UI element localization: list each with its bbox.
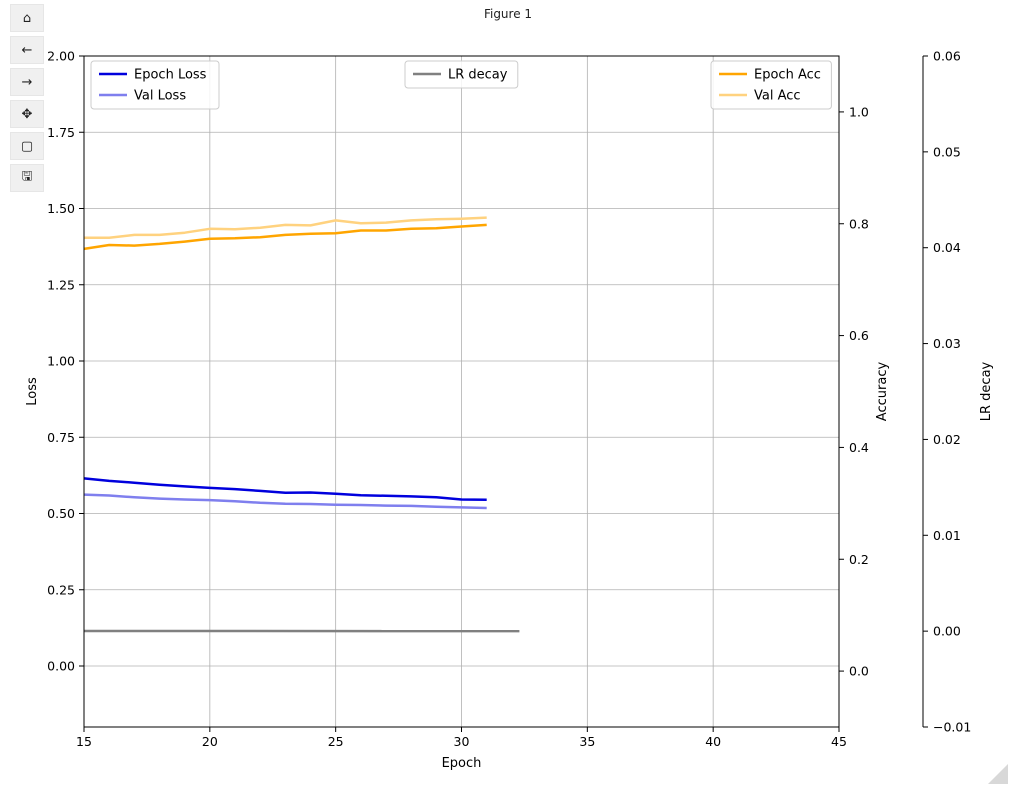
accuracy-tick-label: 1.0 — [849, 104, 869, 119]
accuracy-tick-label: 0.2 — [849, 552, 869, 567]
x-tick-label: 45 — [831, 734, 847, 749]
legend-box — [404, 60, 519, 89]
back-button[interactable]: ← — [10, 36, 44, 64]
loss-tick-label: 0.75 — [47, 430, 75, 445]
zoom-rect-icon: ▢ — [20, 138, 34, 154]
x-tick-label: 40 — [705, 734, 721, 749]
save-icon: 🖫 — [21, 169, 33, 184]
lr-axis-label: LR decay — [979, 361, 994, 421]
loss-tick-label: 1.25 — [47, 277, 75, 292]
resize-grip-icon[interactable] — [988, 764, 1008, 784]
loss-tick-label: 0.25 — [47, 582, 75, 597]
series-line — [83, 493, 487, 510]
x-tick-label: 15 — [76, 734, 92, 749]
lr-tick-label: −0.01 — [933, 720, 971, 735]
arrow-left-icon: ← — [21, 42, 33, 58]
accuracy-tick-label: 0.6 — [849, 328, 869, 343]
loss-axis-label: Loss — [25, 377, 40, 406]
loss-tick-label: 1.50 — [47, 201, 75, 216]
lr-tick-label: 0.02 — [933, 432, 961, 447]
zoom-button[interactable]: ▢ — [10, 132, 44, 160]
x-tick-label: 35 — [579, 734, 595, 749]
loss-tick-label: 1.75 — [47, 125, 75, 140]
series-line — [83, 477, 487, 502]
lr-tick-label: 0.04 — [933, 240, 961, 255]
loss-tick-label: 0.50 — [47, 506, 75, 521]
x-tick-label: 25 — [328, 734, 344, 749]
legend-label: Val Acc — [754, 89, 801, 104]
loss-tick-label: 0.00 — [47, 659, 75, 674]
loss-tick-label: 1.00 — [47, 354, 75, 369]
series-line — [84, 216, 487, 239]
legend-label: LR decay — [448, 68, 508, 83]
x-tick-label: 30 — [454, 734, 470, 749]
window-title: Figure 1 — [483, 7, 533, 21]
home-icon: ⌂ — [22, 10, 32, 26]
toolbar: ⌂ ← → ✥ ▢ 🖫 — [10, 4, 44, 196]
series-line — [83, 223, 487, 251]
arrow-right-icon: → — [21, 74, 33, 90]
legend-label: Epoch Acc — [754, 68, 821, 83]
pan-button[interactable]: ✥ — [10, 100, 44, 128]
lr-tick-label: 0.06 — [933, 49, 961, 64]
move-icon: ✥ — [21, 106, 33, 122]
accuracy-tick-label: 0.4 — [849, 440, 869, 455]
lr-tick-label: 0.05 — [933, 144, 961, 159]
home-button[interactable]: ⌂ — [10, 4, 44, 32]
lr-tick-label: 0.00 — [933, 624, 961, 639]
legend-label: Epoch Loss — [134, 68, 207, 83]
forward-button[interactable]: → — [10, 68, 44, 96]
accuracy-tick-label: 0.0 — [849, 664, 869, 679]
lr-tick-label: 0.01 — [933, 528, 961, 543]
lr-tick-label: 0.03 — [933, 336, 961, 351]
accuracy-tick-label: 0.8 — [849, 216, 869, 231]
x-tick-label: 20 — [202, 734, 218, 749]
loss-tick-label: 2.00 — [47, 49, 75, 64]
legend-label: Val Loss — [134, 89, 186, 104]
save-button[interactable]: 🖫 — [10, 164, 44, 192]
accuracy-axis-label: Accuracy — [875, 362, 890, 422]
x-axis-label: Epoch — [442, 756, 482, 771]
